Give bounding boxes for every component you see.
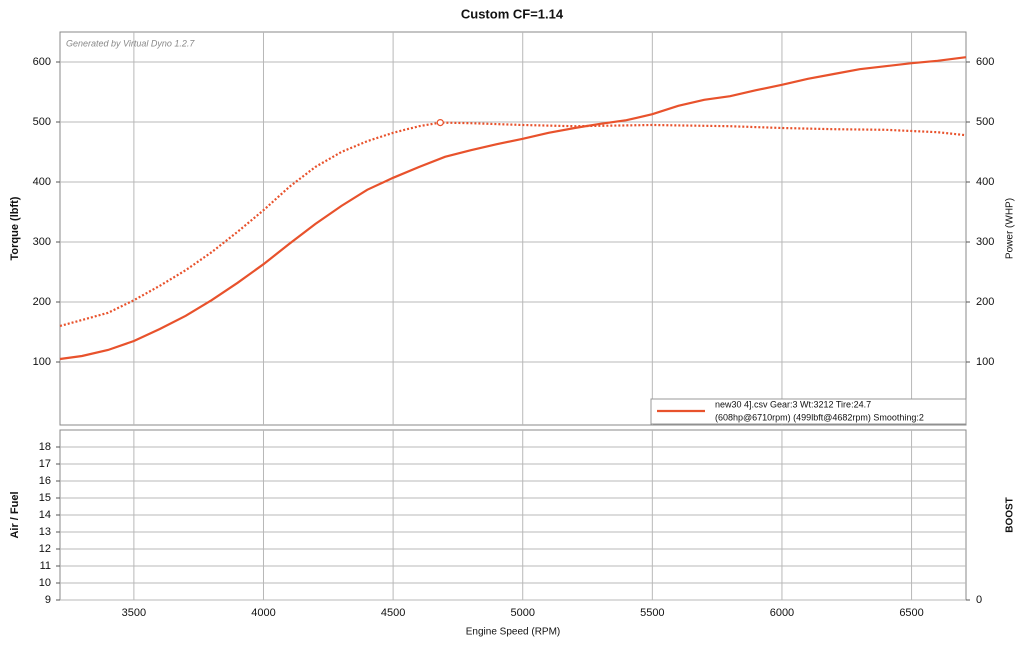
series-line (59, 56, 967, 361)
peak-marker (436, 118, 444, 127)
x-tick-label: 6500 (899, 607, 923, 619)
y2-tick-label: 0 (976, 594, 982, 606)
y2-tick-label: 300 (976, 236, 994, 248)
x-tick-label: 5500 (640, 607, 664, 619)
y-tick-label: 9 (45, 594, 51, 606)
x-tick-label: 4000 (251, 607, 275, 619)
y-tick-label: 10 (39, 577, 51, 589)
y2-tick-label: 600 (976, 56, 994, 68)
legend-text: (608hp@6710rpm) (499lbft@4682rpm) Smooth… (715, 412, 924, 422)
y-axis-label: Air / Fuel (9, 491, 21, 538)
y-tick-label: 300 (33, 236, 51, 248)
x-tick-label: 6000 (770, 607, 794, 619)
y2-tick-label: 400 (976, 176, 994, 188)
y-tick-label: 14 (39, 509, 51, 521)
y2-tick-label: 500 (976, 116, 994, 128)
y-tick-label: 12 (39, 543, 51, 555)
y2-tick-label: 100 (976, 356, 994, 368)
y-tick-label: 100 (33, 356, 51, 368)
x-axis-label: Engine Speed (RPM) (466, 627, 561, 638)
x-tick-label: 4500 (381, 607, 405, 619)
y-axis-label: Torque (lbft) (9, 196, 21, 260)
y-tick-label: 17 (39, 458, 51, 470)
series-line (59, 121, 967, 328)
x-tick-label: 3500 (122, 607, 146, 619)
y-tick-label: 600 (33, 56, 51, 68)
y-tick-label: 18 (39, 441, 51, 453)
y-tick-label: 200 (33, 296, 51, 308)
y-tick-label: 500 (33, 116, 51, 128)
legend-text: new30 4].csv Gear:3 Wt:3212 Tire:24.7 (715, 399, 871, 409)
annotation: Generated by Virtual Dyno 1.2.7 (66, 38, 195, 48)
y2-tick-label: 200 (976, 296, 994, 308)
plot-area (59, 31, 967, 426)
y-tick-label: 16 (39, 475, 51, 487)
chart-title: Custom CF=1.14 (461, 6, 564, 21)
y2-axis-label: BOOST (1005, 497, 1016, 533)
y-tick-label: 15 (39, 492, 51, 504)
y-tick-label: 400 (33, 176, 51, 188)
y2-axis-label: Power (WHP) (1005, 198, 1016, 259)
x-tick-label: 5000 (510, 607, 534, 619)
y-tick-label: 13 (39, 526, 51, 538)
y-tick-label: 11 (40, 560, 51, 572)
